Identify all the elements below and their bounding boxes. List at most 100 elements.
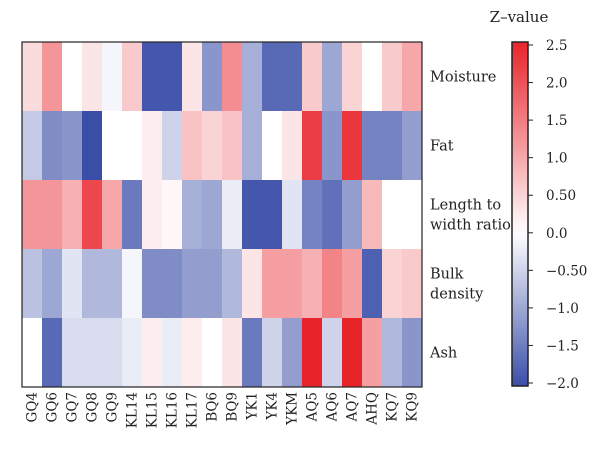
colorbar-tick-label: 2.0 bbox=[546, 76, 567, 92]
heatmap-cell-aq6-2 bbox=[322, 111, 343, 181]
colorbar-tick-label: −1.0 bbox=[546, 301, 579, 317]
heatmap-cell-gq8-5 bbox=[82, 318, 103, 388]
heatmap-cell-gq7-4 bbox=[62, 249, 83, 319]
heatmap-cell-yk4-4 bbox=[262, 249, 283, 319]
heatmap-cell-kq9-4 bbox=[402, 249, 423, 319]
row-label-4: Bulk density bbox=[430, 267, 484, 303]
heatmap-cell-kq7-1 bbox=[382, 42, 403, 112]
heatmap-cell-aq6-4 bbox=[322, 249, 343, 319]
heatmap-cell-gq6-1 bbox=[42, 42, 63, 112]
heatmap-cell-ykm-3 bbox=[282, 180, 303, 250]
heatmap-cell-aq7-3 bbox=[342, 180, 363, 250]
heatmap-cell-kl17-5 bbox=[182, 318, 203, 388]
column-label-gq9: GQ9 bbox=[105, 392, 121, 422]
heatmap-cell-gq8-1 bbox=[82, 42, 103, 112]
heatmap-cell-bq6-5 bbox=[202, 318, 223, 388]
heatmap-cell-aq7-5 bbox=[342, 318, 363, 388]
heatmap-cell-bq6-4 bbox=[202, 249, 223, 319]
heatmap-cell-kl15-4 bbox=[142, 249, 163, 319]
column-label-gq8: GQ8 bbox=[85, 392, 101, 422]
heatmap-cell-gq7-1 bbox=[62, 42, 83, 112]
colorbar-title: Z–value bbox=[490, 8, 549, 26]
heatmap-cells bbox=[22, 42, 423, 388]
heatmap-cell-kl16-5 bbox=[162, 318, 183, 388]
heatmap-cell-gq4-5 bbox=[22, 318, 43, 388]
heatmap-cell-yk1-2 bbox=[242, 111, 263, 181]
heatmap-cell-yk1-1 bbox=[242, 42, 263, 112]
column-label-gq4: GQ4 bbox=[25, 392, 41, 422]
heatmap-cell-gq6-5 bbox=[42, 318, 63, 388]
heatmap-cell-kq7-3 bbox=[382, 180, 403, 250]
heatmap-cell-bq9-4 bbox=[222, 249, 243, 319]
heatmap-cell-ahq-4 bbox=[362, 249, 383, 319]
heatmap-cell-aq5-3 bbox=[302, 180, 323, 250]
heatmap-cell-kl14-2 bbox=[122, 111, 143, 181]
heatmap-cell-kl16-1 bbox=[162, 42, 183, 112]
colorbar-tick-label: 2.5 bbox=[546, 38, 567, 54]
heatmap-cell-gq6-2 bbox=[42, 111, 63, 181]
column-labels: GQ4 GQ6 GQ7 GQ8 GQ9 KL14 KL15 KL16 KL17 BQ6 BQ9 YK1… bbox=[25, 392, 421, 428]
heatmap-cell-yk4-3 bbox=[262, 180, 283, 250]
colorbar-tick-label: 0.50 bbox=[546, 188, 576, 204]
heatmap-frame bbox=[21, 41, 423, 388]
heatmap-cell-yk1-4 bbox=[242, 249, 263, 319]
heatmap-cell-gq7-3 bbox=[62, 180, 83, 250]
heatmap-cell-kl15-1 bbox=[142, 42, 163, 112]
heatmap-cell-aq5-4 bbox=[302, 249, 323, 319]
heatmap-cell-gq8-2 bbox=[82, 111, 103, 181]
colorbar-gradient bbox=[511, 41, 529, 387]
heatmap-cell-bq6-2 bbox=[202, 111, 223, 181]
row-label-1: Moisture bbox=[430, 70, 496, 86]
heatmap-cell-kq9-3 bbox=[402, 180, 423, 250]
column-label-ahq: AHQ bbox=[365, 392, 381, 426]
heatmap-cell-kq7-4 bbox=[382, 249, 403, 319]
heatmap-cell-kl14-1 bbox=[122, 42, 143, 112]
heatmap-cell-kl14-5 bbox=[122, 318, 143, 388]
heatmap-cell-ykm-4 bbox=[282, 249, 303, 319]
heatmap-cell-gq8-4 bbox=[82, 249, 103, 319]
column-label-aq6: AQ6 bbox=[325, 392, 341, 422]
column-label-bq9: BQ9 bbox=[225, 392, 241, 422]
heatmap-cell-kq9-1 bbox=[402, 42, 423, 112]
heatmap-cell-aq7-2 bbox=[342, 111, 363, 181]
heatmap-cell-gq9-3 bbox=[102, 180, 123, 250]
heatmap-cell-aq6-5 bbox=[322, 318, 343, 388]
column-label-yk1: YK1 bbox=[245, 392, 261, 421]
colorbar-tick-label: 1.5 bbox=[546, 113, 567, 129]
heatmap-cell-kl16-3 bbox=[162, 180, 183, 250]
heatmap-cell-aq6-3 bbox=[322, 180, 343, 250]
heatmap-cell-kq7-5 bbox=[382, 318, 403, 388]
heatmap-cell-gq4-2 bbox=[22, 111, 43, 181]
column-label-yk4: YK4 bbox=[265, 392, 281, 421]
heatmap-cell-gq8-3 bbox=[82, 180, 103, 250]
column-label-aq7: AQ7 bbox=[345, 392, 361, 422]
colorbar: Z–value 2.5 2.0 1.5 1.0 0.50 0.0 −0.50 −1.0 −1.5… bbox=[490, 8, 588, 392]
heatmap-cell-kq7-2 bbox=[382, 111, 403, 181]
colorbar-tick-label: −2.0 bbox=[546, 376, 579, 392]
heatmap-cell-ahq-2 bbox=[362, 111, 383, 181]
heatmap-cell-ykm-5 bbox=[282, 318, 303, 388]
heatmap-cell-gq6-4 bbox=[42, 249, 63, 319]
heatmap-cell-aq7-4 bbox=[342, 249, 363, 319]
heatmap-cell-ahq-1 bbox=[362, 42, 383, 112]
heatmap-cell-gq4-4 bbox=[22, 249, 43, 319]
column-label-kl17: KL17 bbox=[185, 392, 201, 428]
heatmap-cell-bq9-3 bbox=[222, 180, 243, 250]
heatmap-cell-bq9-1 bbox=[222, 42, 243, 112]
column-label-kl14: KL14 bbox=[125, 392, 141, 428]
heatmap-cell-gq7-5 bbox=[62, 318, 83, 388]
heatmap-cell-gq9-5 bbox=[102, 318, 123, 388]
heatmap-cell-aq5-1 bbox=[302, 42, 323, 112]
heatmap-cell-bq6-3 bbox=[202, 180, 223, 250]
column-label-bq6: BQ6 bbox=[205, 392, 221, 422]
column-label-kq9: KQ9 bbox=[405, 392, 421, 422]
column-label-gq7: GQ7 bbox=[65, 392, 81, 422]
heatmap-cell-aq5-5 bbox=[302, 318, 323, 388]
heatmap-cell-ahq-3 bbox=[362, 180, 383, 250]
heatmap-cell-aq5-2 bbox=[302, 111, 323, 181]
heatmap-cell-kq9-2 bbox=[402, 111, 423, 181]
heatmap-cell-yk1-3 bbox=[242, 180, 263, 250]
heatmap-cell-aq6-1 bbox=[322, 42, 343, 112]
column-label-kq7: KQ7 bbox=[385, 392, 401, 422]
